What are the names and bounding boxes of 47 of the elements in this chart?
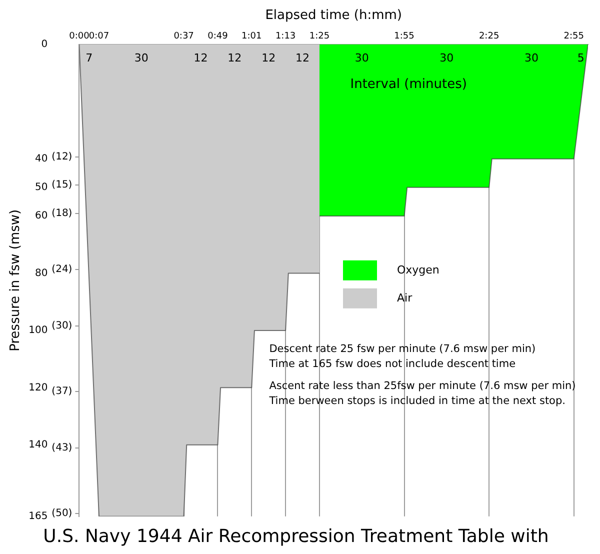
x-axis-title: Elapsed time (h:mm): [265, 8, 402, 24]
annotation: 12: [228, 51, 242, 64]
y-tick-label: 80: [34, 268, 48, 279]
x-tick-label: 0:37: [174, 31, 194, 42]
x-tick-label: 1:25: [309, 31, 330, 42]
annotation: 5: [577, 51, 584, 64]
y-tick-label: 0: [41, 38, 48, 50]
y-tick-label: 60: [34, 210, 48, 222]
legend-label: Oxygen: [397, 263, 440, 276]
annotation: 30: [524, 51, 538, 64]
y-tick-label: 165: [28, 510, 48, 522]
x-tick-label: 0:49: [208, 31, 228, 42]
y2-tick-label: (43): [52, 442, 72, 454]
x-tick-label: 0:00: [69, 31, 90, 42]
annotation: 12: [194, 51, 208, 64]
y2-tick-label: (24): [52, 264, 72, 276]
text: U.S. Navy 1944 Air Recompression Treatment Table with: [43, 526, 549, 547]
annotation: 30: [440, 51, 454, 64]
y2-tick-label: (50): [52, 508, 72, 520]
x-tick-label: 1:55: [394, 31, 414, 42]
annotation: Interval (minutes): [350, 76, 467, 92]
y-tick-label: 40: [34, 153, 48, 164]
y2-tick-label: (30): [52, 320, 72, 332]
annotation: 12: [262, 51, 276, 64]
y2-tick-label: (37): [52, 386, 72, 398]
y-tick-label: 100: [28, 325, 48, 336]
annotation: 30: [134, 51, 148, 64]
y2-tick-label: (15): [52, 180, 72, 191]
annotation: Time berween stops is included in time at the next stop.: [268, 395, 566, 408]
y-axis-title: Pressure in fsw (msw): [8, 209, 24, 352]
x-tick-label: 2:25: [478, 31, 500, 42]
x-tick-label: 1:01: [242, 31, 262, 42]
x-tick-label: 0:07: [88, 31, 110, 42]
annotation: Time at 165 fsw does not include descent time: [268, 358, 516, 370]
legend-label: Air: [397, 291, 413, 304]
x-tick-label: 1:13: [275, 31, 296, 42]
y2-tick-label: (18): [52, 208, 72, 219]
annotation: 12: [296, 51, 310, 64]
y-tick-label: 50: [34, 182, 48, 194]
annotation: Descent rate 25 fsw per minute (7.6 msw per min): [269, 343, 536, 356]
y-tick-label: 140: [28, 439, 48, 450]
annotation: Ascent rate less than 25fsw per minute (7.6 msw per min): [269, 380, 576, 392]
annotation: 30: [354, 51, 369, 64]
y2-tick-label: (12): [52, 152, 72, 163]
y-tick-label: 120: [28, 382, 48, 394]
annotation: 7: [86, 51, 93, 64]
x-tick-label: 2:55: [564, 31, 584, 42]
